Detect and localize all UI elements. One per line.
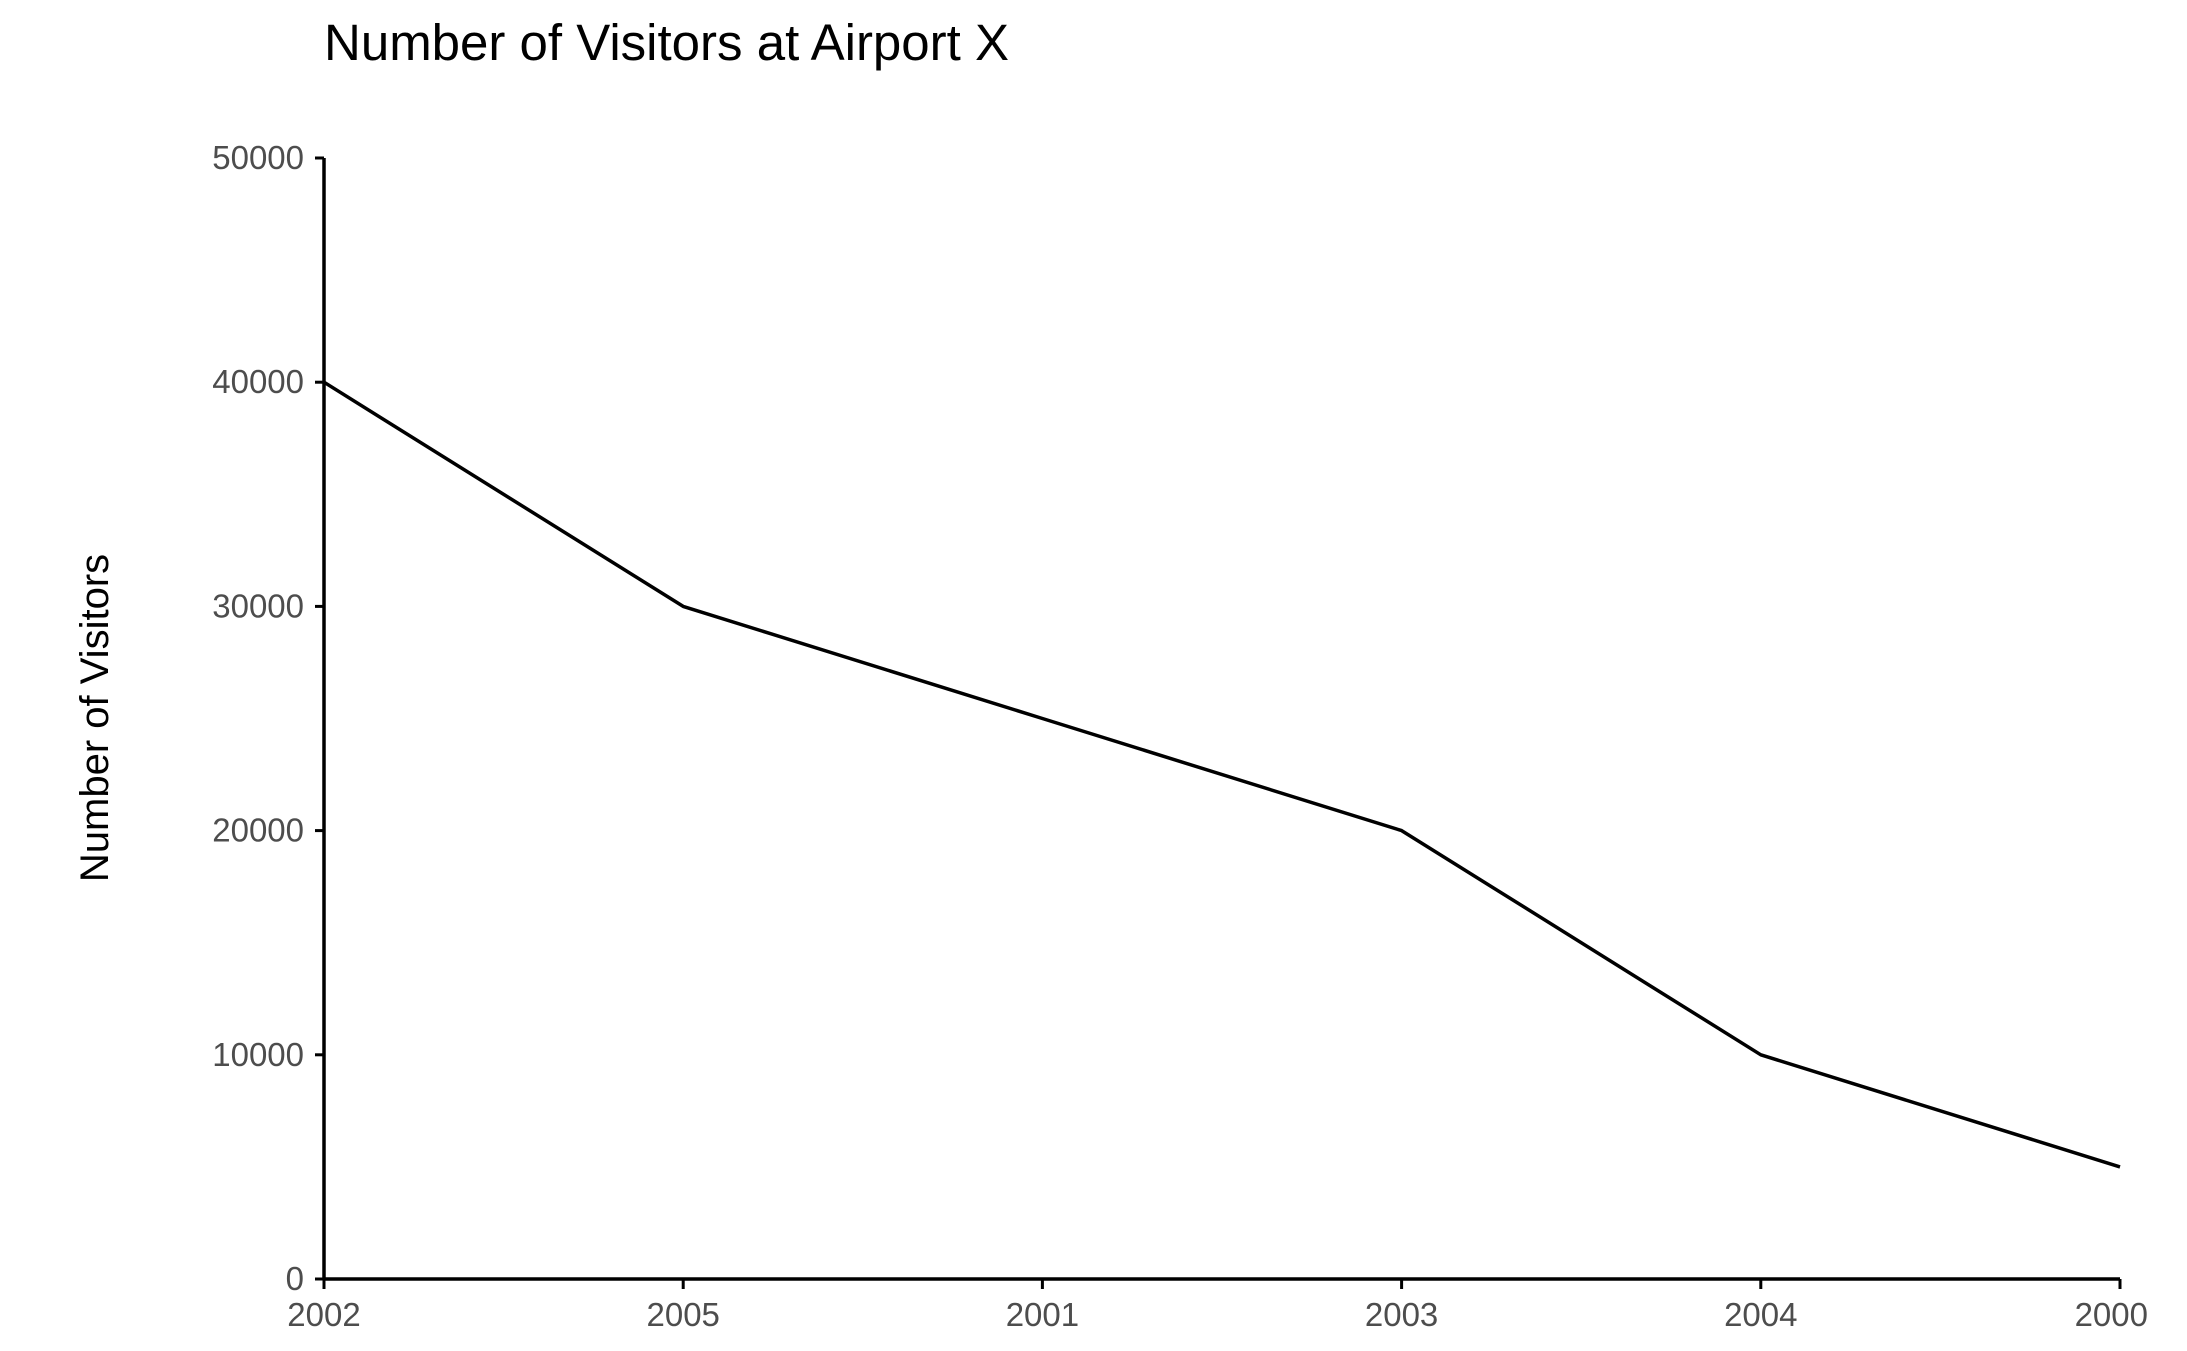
y-tick-label: 10000 <box>212 1036 304 1073</box>
y-tick-label: 20000 <box>212 812 304 849</box>
x-tick-label: 2001 <box>1006 1296 1079 1333</box>
x-tick-label: 2002 <box>287 1296 360 1333</box>
x-tick-label: 2003 <box>1365 1296 1438 1333</box>
x-tick-label: 2000 <box>2075 1296 2148 1333</box>
x-tick-label: 2004 <box>1724 1296 1797 1333</box>
series-line-0 <box>323 380 2121 1169</box>
x-axis: 2002 2005 2001 2003 2004 2000 <box>287 1277 2148 1333</box>
plot-series <box>323 380 2121 1169</box>
chart-title: Number of Visitors at Airport X <box>324 14 1009 71</box>
y-tick-label: 40000 <box>212 363 304 400</box>
y-tick-label: 30000 <box>212 587 304 624</box>
y-tick-label: 0 <box>286 1260 304 1297</box>
x-tick-label: 2005 <box>646 1296 719 1333</box>
y-tick-label: 50000 <box>212 139 304 176</box>
y-axis-title: Number of Visitors <box>73 554 117 882</box>
y-axis: 0 10000 20000 30000 40000 50000 <box>212 139 326 1297</box>
